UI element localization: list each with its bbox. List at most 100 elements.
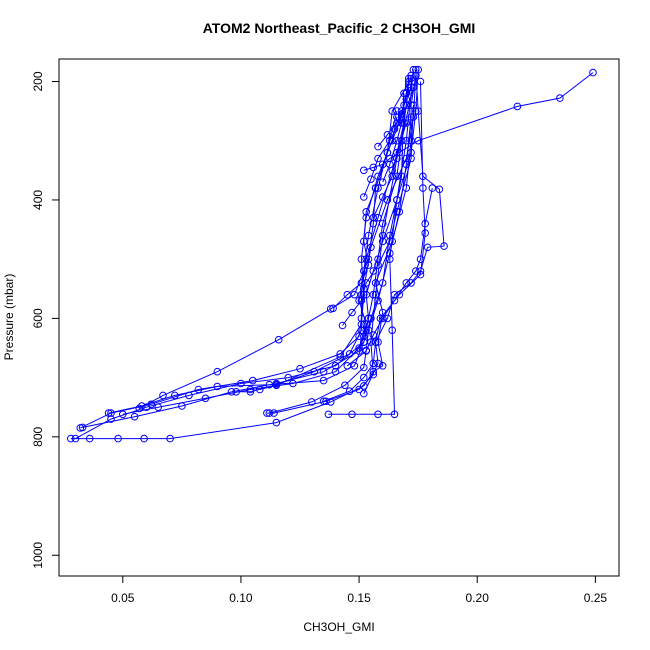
series-22 <box>369 119 408 222</box>
data-point <box>407 71 415 80</box>
data-point <box>227 388 236 396</box>
data-point <box>154 403 162 412</box>
data-point <box>421 229 430 237</box>
data-point <box>393 148 401 157</box>
y-tick-label: 400 <box>31 190 45 210</box>
chart-title: ATOM2 Northeast_Pacific_2 CH3OH_GMI <box>203 20 476 36</box>
data-point <box>348 410 356 419</box>
data-point <box>589 68 597 77</box>
data-point <box>140 434 148 443</box>
data-point <box>374 338 382 346</box>
data-point <box>371 338 380 346</box>
data-point <box>416 270 425 279</box>
data-point <box>213 367 222 376</box>
data-point <box>402 101 411 109</box>
data-point <box>364 326 373 335</box>
x-tick-label: 0.05 <box>111 591 135 605</box>
data-point <box>360 237 368 246</box>
data-point <box>374 213 382 222</box>
data-point <box>324 410 333 419</box>
data-point <box>343 362 352 370</box>
data-point <box>348 308 356 317</box>
data-point <box>369 331 378 339</box>
data-point <box>135 404 144 413</box>
series-line <box>70 75 417 440</box>
series-15 <box>343 184 437 370</box>
x-tick-label: 0.20 <box>466 591 490 605</box>
data-point <box>395 290 404 299</box>
data-point <box>378 231 387 240</box>
plot-frame <box>58 58 620 577</box>
y-tick-label: 600 <box>31 308 45 328</box>
data-point <box>402 89 411 98</box>
data-point <box>272 380 281 389</box>
data-point <box>341 381 349 390</box>
data-point <box>345 350 354 358</box>
data-point <box>364 255 373 264</box>
data-point <box>400 119 408 127</box>
data-point <box>374 296 382 305</box>
data-point <box>402 136 411 145</box>
series-line <box>346 188 433 367</box>
data-point <box>402 279 411 287</box>
x-tick-label: 0.15 <box>347 591 371 605</box>
series-11 <box>324 65 418 419</box>
data-point <box>310 367 319 376</box>
data-point <box>374 142 382 151</box>
data-point <box>67 434 75 443</box>
data-point <box>360 193 368 201</box>
x-axis: 0.05 0.10 0.15 0.20 0.25 <box>111 576 607 605</box>
data-point <box>390 296 399 305</box>
data-point <box>419 184 427 192</box>
data-point <box>378 279 387 287</box>
series-line <box>269 116 412 414</box>
data-point <box>440 242 448 250</box>
data-point <box>274 335 283 344</box>
data-point <box>114 434 122 443</box>
data-point <box>412 65 420 74</box>
data-point <box>386 136 394 145</box>
data-point <box>374 261 382 269</box>
series-21 <box>360 89 411 201</box>
data-point <box>213 382 222 391</box>
data-point <box>201 394 210 403</box>
series-line <box>139 78 412 409</box>
data-point <box>435 185 444 194</box>
data-point <box>390 125 399 133</box>
data-point <box>360 166 368 175</box>
data-point <box>249 376 257 385</box>
data-point <box>369 359 378 368</box>
data-point <box>378 314 387 323</box>
data-point <box>386 255 394 264</box>
data-point <box>397 107 406 115</box>
y-tick-label: 800 <box>31 426 45 446</box>
series-line <box>75 78 410 440</box>
data-point <box>386 237 394 246</box>
data-point <box>338 321 347 330</box>
data-point <box>388 136 397 145</box>
data-point <box>421 219 430 228</box>
data-point <box>355 385 363 394</box>
series-line <box>394 87 412 130</box>
data-point <box>166 434 174 443</box>
series-line <box>80 75 417 429</box>
y-tick-label: 1000 <box>31 542 45 569</box>
series-line <box>372 122 405 218</box>
data-point <box>395 208 404 216</box>
data-point <box>371 184 380 192</box>
data-point <box>119 410 127 419</box>
data-point <box>388 107 397 115</box>
data-point <box>393 208 401 216</box>
data-point <box>364 261 373 269</box>
data-point <box>414 136 423 145</box>
data-point <box>357 296 366 305</box>
data-point <box>159 391 167 400</box>
series-line <box>328 69 414 415</box>
data-point <box>331 362 340 370</box>
data-point <box>378 362 387 370</box>
data-point <box>343 290 352 299</box>
data-point <box>350 362 359 370</box>
data-point <box>416 77 425 86</box>
data-point <box>319 376 328 385</box>
data-point <box>412 267 420 275</box>
